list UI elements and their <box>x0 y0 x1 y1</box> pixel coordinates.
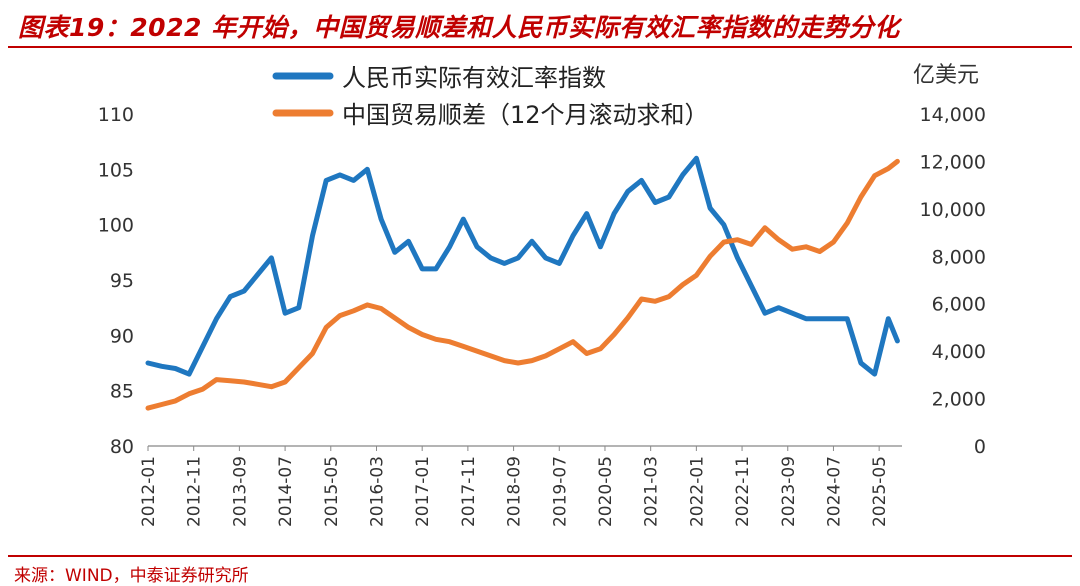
right-tick-label: 10,000 <box>920 199 986 221</box>
right-tick-label: 0 <box>974 436 986 458</box>
legend: 人民币实际有效汇率指数 中国贸易顺差（12个月滚动求和） <box>272 64 709 129</box>
legend-label-reer: 人民币实际有效汇率指数 <box>342 64 606 92</box>
left-tick-label: 105 <box>98 159 134 181</box>
left-tick-label: 110 <box>98 104 134 126</box>
left-tick-label: 100 <box>98 215 134 237</box>
right-tick-label: 12,000 <box>920 151 986 173</box>
source-note: 来源：WIND，中泰证券研究所 <box>14 566 249 586</box>
series-line-reer <box>145 155 900 377</box>
x-tick-label: 2016-03 <box>367 456 387 527</box>
x-tick-label: 2014-07 <box>276 456 296 527</box>
right-tick-label: 4,000 <box>932 341 986 363</box>
right-tick-label: 2,000 <box>932 389 986 411</box>
axes: 110 105 100 95 90 85 80 14,000 12,000 10,000 8,000… <box>98 104 986 527</box>
left-tick-label: 95 <box>110 270 134 292</box>
x-tick-label: 2025-05 <box>870 456 890 527</box>
right-tick-label: 8,000 <box>932 246 986 268</box>
x-tick-label: 2013-09 <box>230 456 250 527</box>
right-tick-label: 6,000 <box>932 294 986 316</box>
x-tick-label: 2024-07 <box>824 456 844 527</box>
x-tick-label: 2020-05 <box>596 456 616 527</box>
title-rule <box>8 46 1072 48</box>
x-tick-label: 2023-09 <box>779 456 799 527</box>
x-tick-label: 2022-11 <box>733 456 753 527</box>
x-tick-label: 2018-09 <box>505 456 525 527</box>
left-tick-label: 90 <box>110 325 134 347</box>
x-tick-label: 2021-03 <box>642 456 662 527</box>
series-lines <box>145 155 900 411</box>
x-tick-label: 2012-01 <box>139 456 159 527</box>
left-tick-label: 80 <box>110 436 134 458</box>
right-tick-label: 14,000 <box>920 104 986 126</box>
left-tick-label: 85 <box>110 381 134 403</box>
legend-label-trade: 中国贸易顺差（12个月滚动求和） <box>342 101 709 129</box>
right-axis-unit: 亿美元 <box>913 63 979 88</box>
chart-title: 图表19：2022 年开始，中国贸易顺差和人民币实际有效汇率指数的走势分化 <box>18 13 900 42</box>
x-tick-label: 2022-01 <box>687 456 707 527</box>
series-line-trade <box>145 158 900 411</box>
x-tick-label: 2019-07 <box>550 456 570 527</box>
x-tick-label: 2015-05 <box>322 456 342 527</box>
x-tick-label: 2012-11 <box>185 456 205 527</box>
x-tick-label: 2017-11 <box>459 456 479 527</box>
footer-rule <box>8 555 1072 557</box>
x-tick-label: 2017-01 <box>413 456 433 527</box>
